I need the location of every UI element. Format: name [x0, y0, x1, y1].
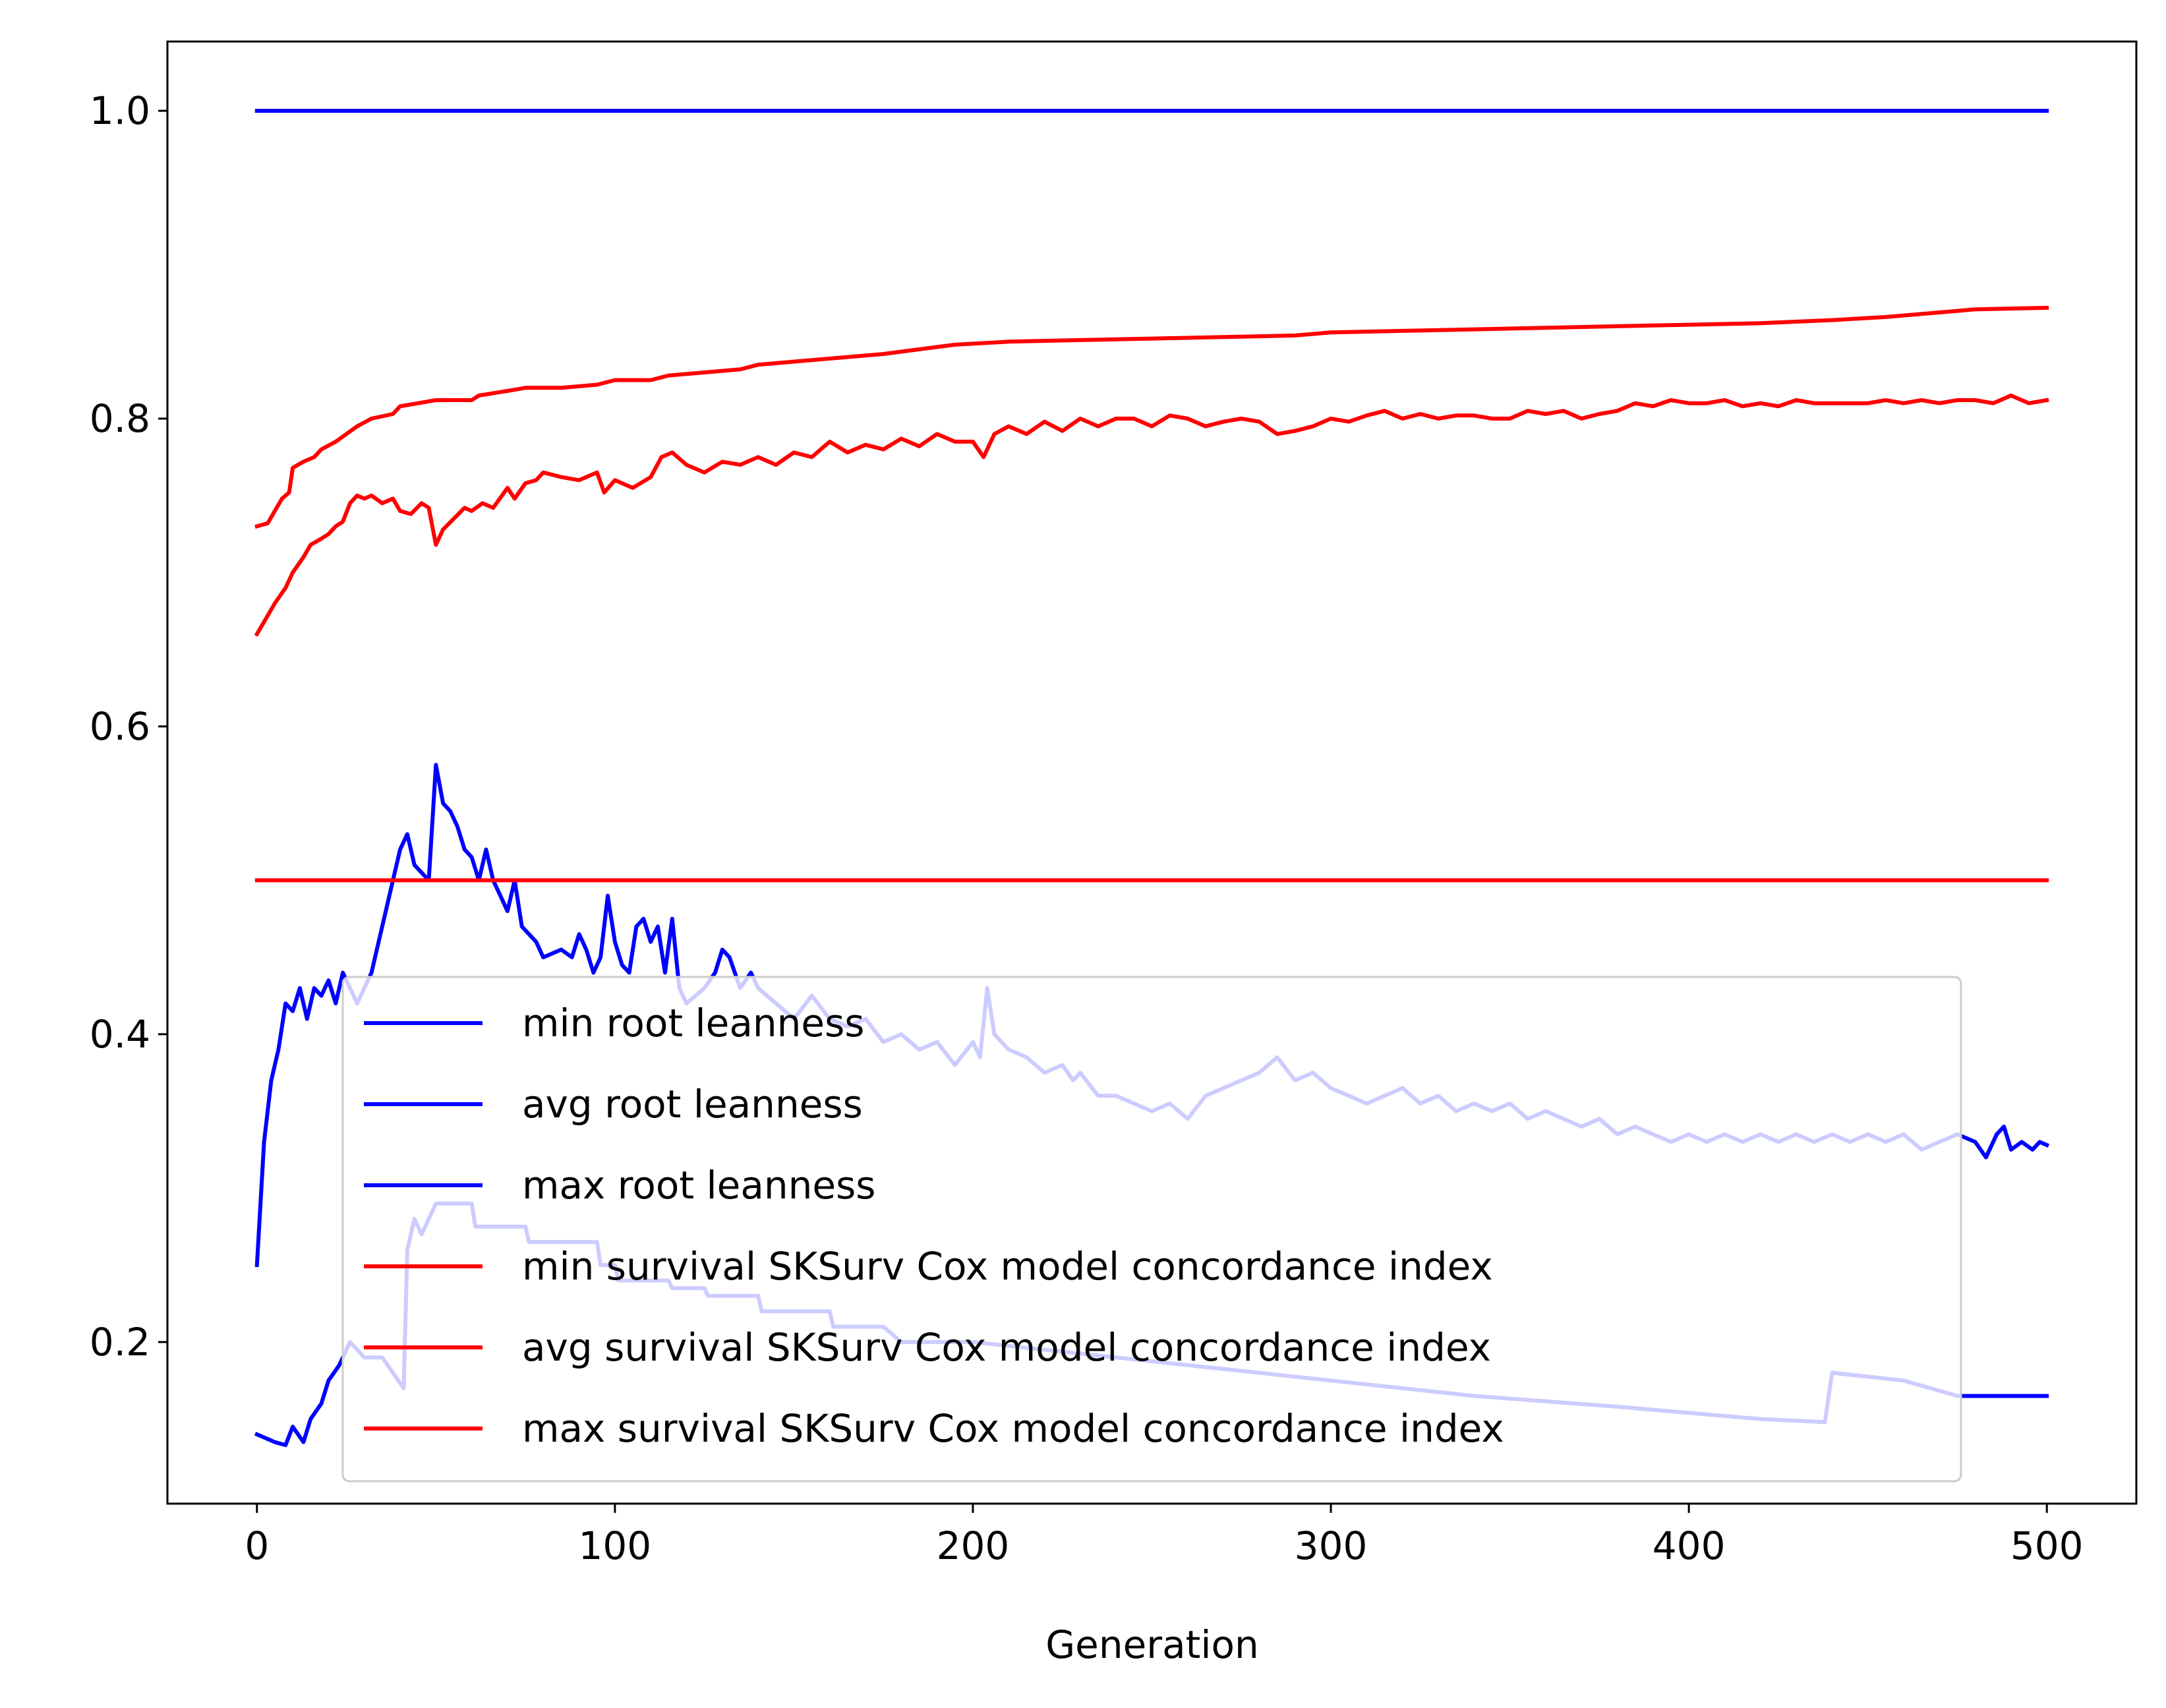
x-tick-label: 200	[937, 1523, 1010, 1568]
x-axis-label: Generation	[1045, 1622, 1259, 1667]
legend-label: min root leanness	[522, 1001, 865, 1045]
legend: min root leanness avg root leanness max ro…	[341, 976, 1962, 1483]
x-tick-label: 0	[245, 1523, 269, 1568]
y-tick-label: 1.0	[90, 88, 150, 133]
y-tick-label: 0.8	[90, 396, 150, 441]
axes-frame	[166, 40, 2138, 1505]
series-line-6	[254, 305, 2049, 529]
legend-label: max root leanness	[522, 1163, 876, 1208]
y-tick-label: 0.6	[90, 704, 150, 749]
legend-label: avg root leanness	[522, 1082, 863, 1127]
y-tick-label: 0.4	[90, 1012, 150, 1057]
y-tick-label: 0.2	[90, 1320, 150, 1365]
series-line-5	[254, 394, 2049, 637]
x-tick-label: 500	[2010, 1523, 2084, 1568]
legend-box	[341, 976, 1962, 1483]
legend-label: min survival SKSurv Cox model concordanc…	[522, 1244, 1493, 1289]
ticks-layer: 0 100 200 300 400 500 0.2 0.4 0.6 0.8 1.0	[90, 88, 2084, 1568]
legend-label: max survival SKSurv Cox model concordanc…	[522, 1406, 1504, 1451]
x-tick-label: 300	[1295, 1523, 1368, 1568]
x-tick-label: 100	[579, 1523, 652, 1568]
legend-label: avg survival SKSurv Cox model concordanc…	[522, 1325, 1491, 1370]
x-tick-label: 400	[1653, 1523, 1726, 1568]
